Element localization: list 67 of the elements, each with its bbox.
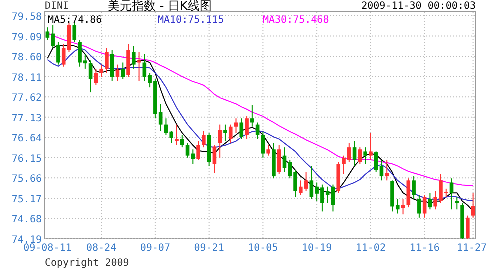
x-tick-label: 08-24 [86, 243, 117, 254]
candlestick [369, 132, 373, 160]
candlestick [466, 215, 470, 240]
x-tick-label: 11-27 [456, 243, 488, 254]
candlestick [401, 198, 406, 216]
candlestick [121, 62, 126, 80]
y-tick-label: 75.66 [12, 174, 42, 186]
candlestick [358, 147, 362, 165]
y-tick-label: 77.62 [12, 93, 42, 104]
candlestick [352, 140, 357, 167]
candlestick [380, 159, 384, 182]
candlestick [374, 151, 378, 173]
x-tick-label: 09-08-11 [24, 243, 72, 254]
candlestick [100, 64, 104, 78]
candlestick [385, 159, 390, 182]
candlestick [212, 144, 217, 174]
candlestick [218, 124, 222, 158]
x-tick-label: 10-05 [248, 243, 278, 254]
candlestick [224, 124, 228, 142]
y-tick-label: 78.11 [12, 72, 42, 84]
text: MA5:74.86 [48, 15, 102, 26]
text: MA30:75.468 [263, 15, 330, 26]
y-tick-label: 75.17 [12, 194, 42, 206]
x-tick-label: 09-21 [194, 243, 224, 254]
y-tick-label: 76.15 [12, 154, 42, 165]
candlestick [277, 144, 282, 175]
text: DINI [45, 1, 70, 12]
candlestick [471, 192, 476, 218]
x-tick-label: 11-16 [410, 243, 440, 254]
candlestick [202, 130, 206, 148]
text: Copyright 2009 [45, 258, 130, 269]
candlestick [331, 184, 336, 212]
candlestick [132, 46, 136, 70]
candlestick [450, 178, 454, 210]
candlestick [110, 50, 114, 82]
chart-title: 美元指数 - 日K线图 [108, 0, 212, 13]
candlestick [186, 142, 190, 158]
text: MA10:75.115 [158, 15, 224, 26]
candlestick [240, 118, 244, 140]
candlestick [250, 104, 254, 128]
candlestick [412, 176, 416, 200]
candlestick [234, 118, 238, 134]
candlestick [422, 194, 427, 218]
y-tick-label: 79.58 [12, 12, 42, 23]
candlestick [105, 48, 109, 74]
candlestick [266, 144, 270, 156]
x-tick-label: 11-02 [356, 243, 386, 254]
candlestick [137, 52, 142, 82]
y-tick-label: 78.60 [12, 52, 42, 64]
candlestick [94, 68, 98, 86]
y-tick-label: 77.13 [12, 113, 42, 124]
y-tick-label: 76.64 [12, 134, 42, 145]
candlestick [175, 124, 179, 146]
candlestick [228, 124, 233, 144]
y-tick-label: 74.68 [12, 214, 42, 226]
candlestick [364, 147, 368, 165]
y-tick-label: 79.09 [12, 32, 42, 44]
x-tick-label: 09-07 [140, 243, 170, 254]
candlestick [196, 140, 200, 160]
x-tick-label: 10-19 [302, 243, 332, 254]
candlestick [245, 116, 249, 140]
candlestick [180, 134, 184, 148]
candlestick [455, 196, 460, 210]
candlestick [88, 60, 93, 94]
chart-subtitle: 2009-11-30 00:00:03 [362, 1, 476, 12]
candlestick [418, 194, 422, 218]
candlestick [261, 131, 266, 158]
